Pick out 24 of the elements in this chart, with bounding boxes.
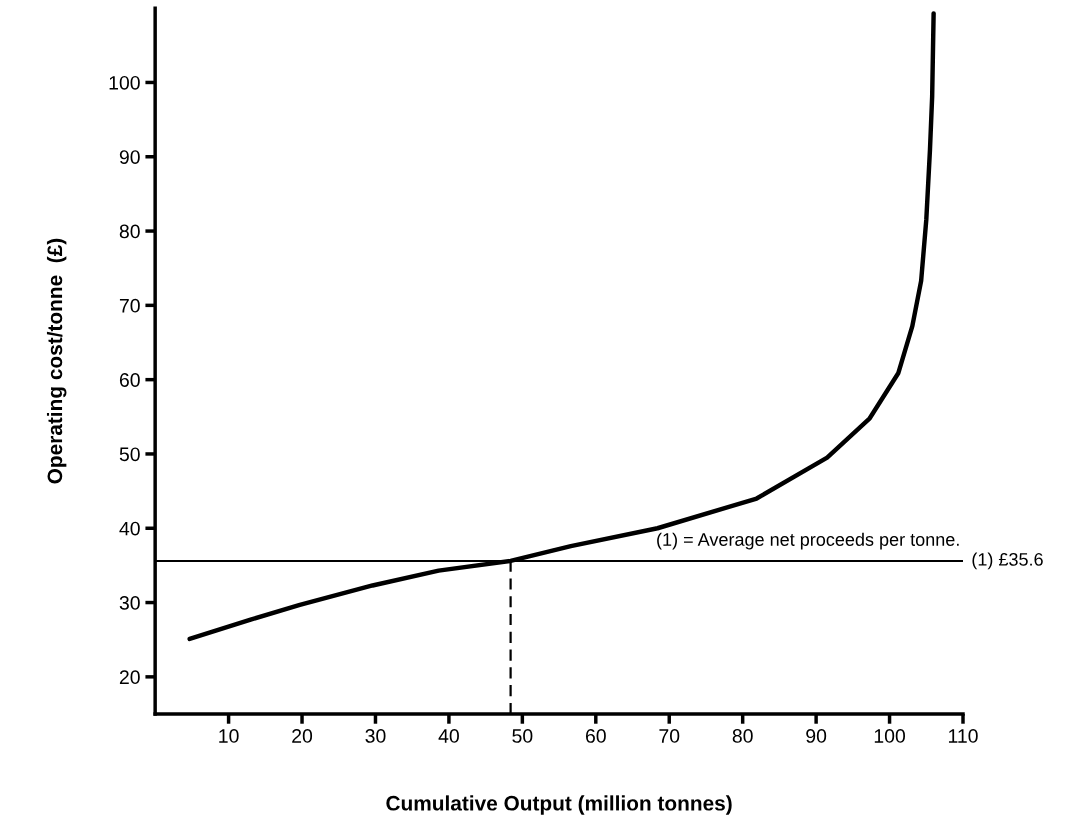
x-tick-label: 90: [806, 729, 827, 743]
y-tick-label: 30: [119, 596, 140, 610]
y-axis-title: Operating cost/tonne (£): [46, 238, 67, 484]
y-tick-label: 70: [119, 298, 140, 313]
x-tick-label: 80: [732, 729, 753, 743]
ref-line-label: (1) £35.6: [972, 552, 1043, 570]
y-tick-label: 90: [119, 150, 140, 164]
y-tick-label: 50: [119, 447, 140, 462]
x-tick-label: 110: [948, 729, 978, 743]
x-tick-label: 30: [365, 729, 386, 743]
y-tick-label: 60: [119, 373, 140, 387]
x-tick-label: 10: [219, 729, 239, 743]
annotation: (1) = Average net proceeds per tonne.: [657, 532, 959, 550]
x-tick-label: 40: [438, 729, 459, 743]
y-tick-label: 20: [119, 670, 140, 685]
x-tick-label: 100: [874, 729, 906, 743]
x-tick-label: 70: [659, 729, 680, 743]
y-tick-label: 40: [119, 521, 140, 536]
x-tick-label: 20: [292, 729, 313, 743]
x-axis-title: Cumulative Output (million tonnes): [386, 795, 732, 815]
y-tick-label: 80: [119, 224, 140, 239]
x-tick-label: 50: [512, 729, 533, 743]
y-tick-label: 100: [109, 75, 140, 90]
x-tick-label: 60: [585, 729, 606, 743]
